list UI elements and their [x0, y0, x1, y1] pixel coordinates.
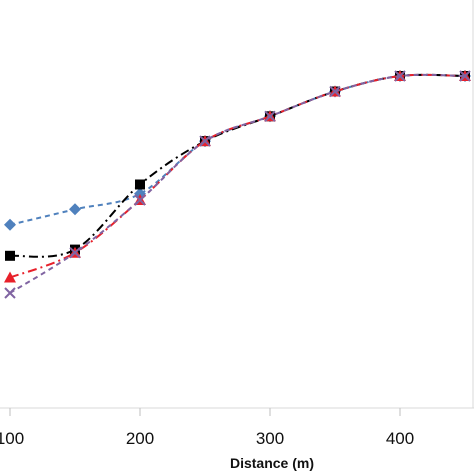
series-4-point-100 [4, 287, 16, 299]
series-2-line [9, 73, 466, 258]
x-tick-label-300: 300 [256, 429, 284, 448]
series-3-point-100 [4, 271, 16, 283]
series-2-point-200 [135, 179, 145, 190]
x-axis-tick-labels: 100 200 300 400 [0, 429, 414, 448]
x-tick-label-400: 400 [386, 429, 414, 448]
series-layer [4, 70, 471, 299]
series-1-point-150 [69, 203, 81, 216]
series-2-point-100 [5, 250, 15, 261]
series-4-point-300 [264, 110, 276, 123]
x-tick-label-100: 100 [0, 429, 24, 448]
series-4-point-450 [459, 70, 471, 82]
series-1-point-100 [4, 218, 16, 231]
series-1 [4, 70, 471, 231]
series-4-point-350 [329, 85, 341, 98]
x-axis-ticks [9, 408, 401, 416]
series-4-line [9, 73, 466, 294]
series-1-line [9, 73, 466, 226]
series-2 [5, 71, 470, 261]
series-4 [4, 70, 471, 299]
series-4-point-250 [199, 135, 211, 147]
x-axis-title: Distance (m) [230, 455, 314, 471]
series-4-point-150 [69, 246, 81, 259]
series-4-point-400 [394, 70, 406, 82]
x-tick-label-200: 200 [126, 429, 154, 448]
series-4-point-200 [134, 194, 146, 206]
